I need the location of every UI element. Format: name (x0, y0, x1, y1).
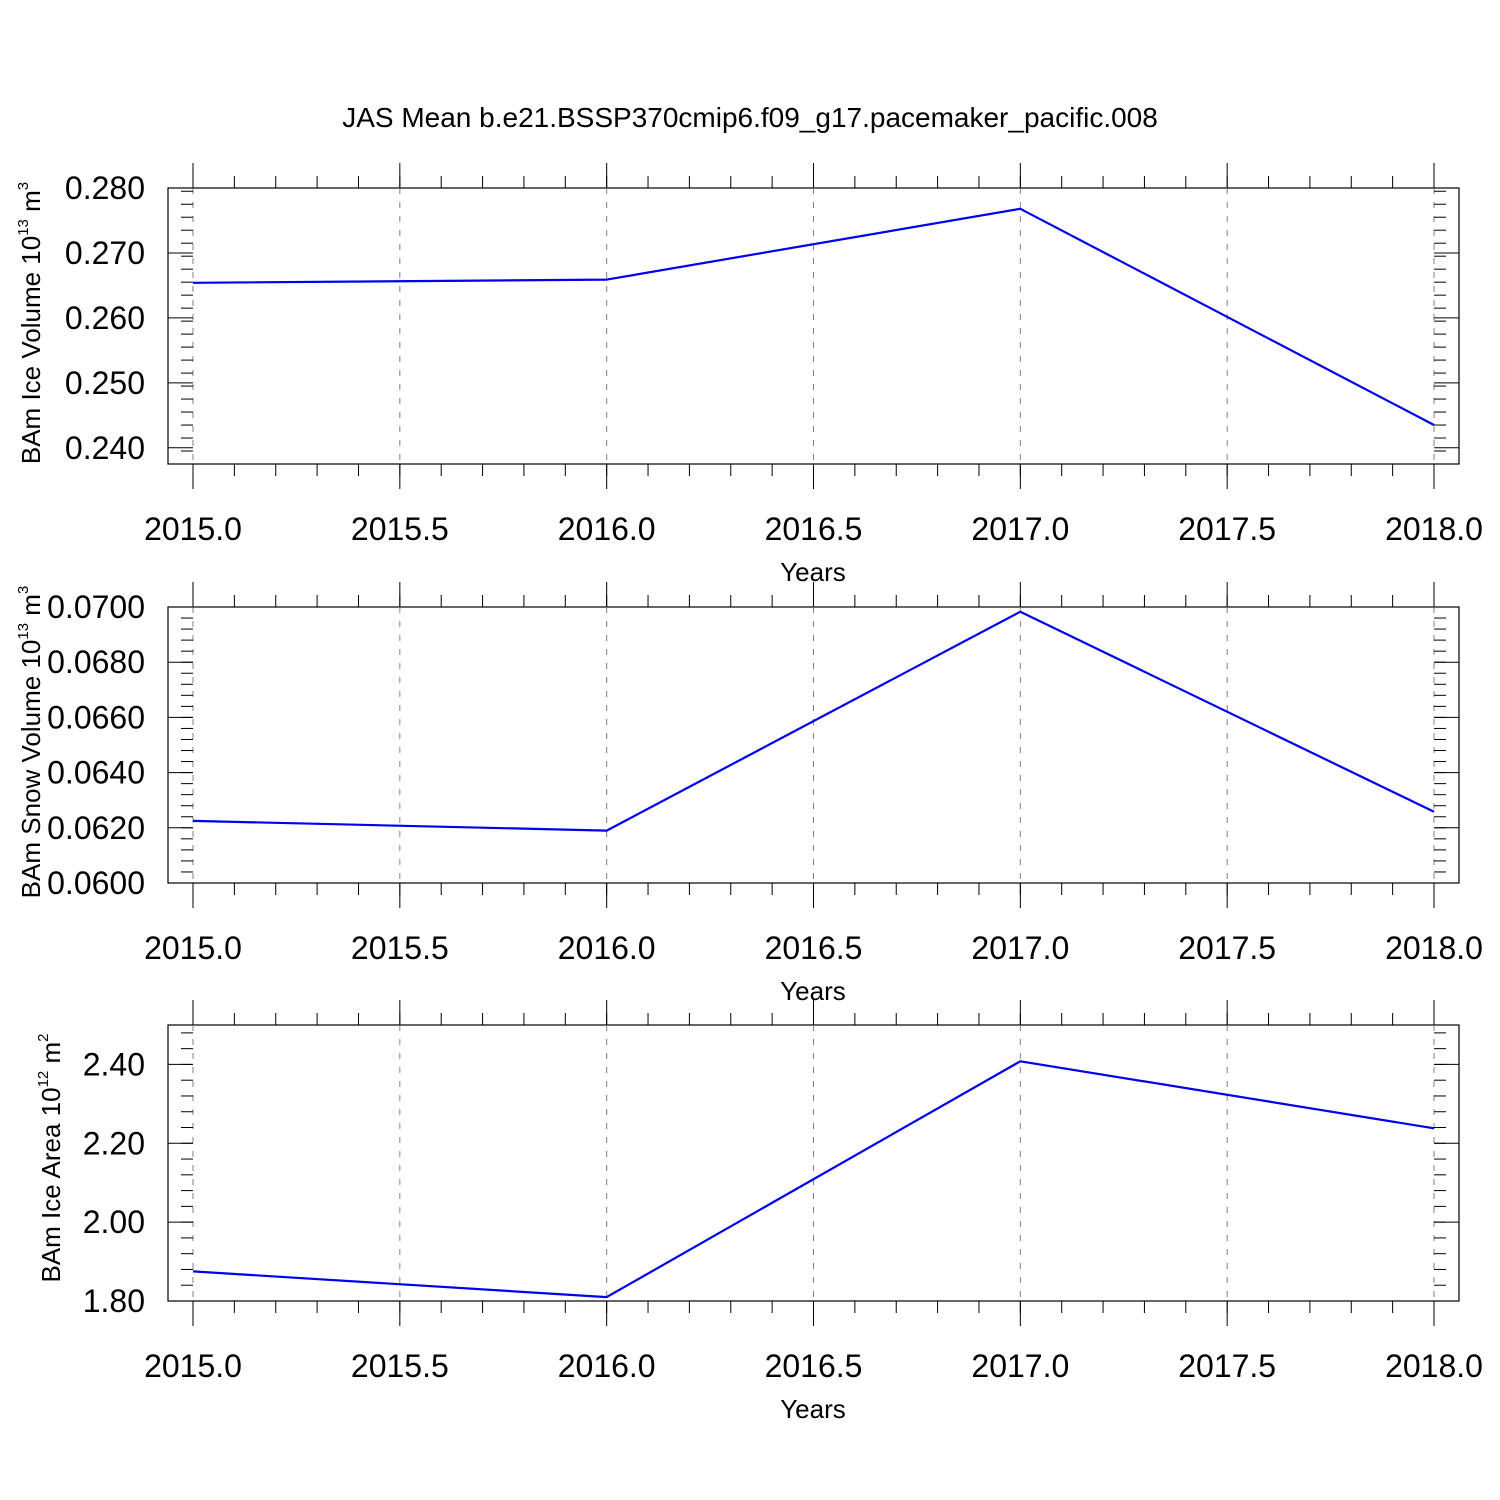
x-tick-label: 2017.0 (971, 511, 1069, 547)
chart-title: JAS Mean b.e21.BSSP370cmip6.f09_g17.pace… (342, 102, 1158, 133)
series-line (192, 1060, 1435, 1299)
x-tick-label: 2018.0 (1385, 1348, 1483, 1384)
x-tick-label: 2016.0 (558, 511, 656, 547)
plot-frame (167, 187, 1460, 465)
x-tick-label: 2015.5 (351, 511, 449, 547)
y-tick-label: 0.0640 (47, 755, 145, 791)
x-tick-label: 2016.5 (765, 1348, 863, 1384)
y-axis-label: BAm Snow Volume 1013 m3 (15, 586, 46, 899)
y-tick-label: 0.0620 (47, 810, 145, 846)
y-tick-label: 0.0680 (47, 644, 145, 680)
panel-3: 2015.0 2015.5 2016.0 2016.5 2017.0 2017.5 2018… (35, 1000, 1483, 1424)
y-tick-label: 1.80 (83, 1283, 145, 1319)
x-tick-label: 2017.5 (1178, 511, 1276, 547)
y-tick-label: 0.0660 (47, 699, 145, 735)
plot-frame (167, 606, 1460, 884)
x-tick-label: 2015.5 (351, 930, 449, 966)
series-line (192, 207, 1435, 426)
y-tick-label: 2.40 (83, 1046, 145, 1082)
y-tick-label: 0.240 (65, 430, 145, 466)
y-tick-label: 2.00 (83, 1204, 145, 1240)
y-tick-label: 2.20 (83, 1125, 145, 1161)
plot-frame (167, 1024, 1460, 1302)
x-tick-label: 2018.0 (1385, 930, 1483, 966)
x-tick-label: 2015.0 (144, 1348, 242, 1384)
panel-1: 2015.0 2015.5 2016.0 2016.5 2017.0 2017.5 2018… (15, 163, 1483, 587)
y-tick-label: 0.250 (65, 365, 145, 401)
panel-2: 2015.0 2015.5 2016.0 2016.5 2017.0 2017.5 2018… (15, 582, 1483, 1006)
y-tick-label: 0.260 (65, 300, 145, 336)
y-axis-label: BAm Ice Area 1012 m2 (35, 1033, 66, 1282)
y-axis-label: BAm Ice Volume 1013 m3 (15, 182, 46, 464)
x-tick-label: 2016.0 (558, 1348, 656, 1384)
x-tick-label: 2015.0 (144, 930, 242, 966)
x-tick-label: 2016.5 (765, 930, 863, 966)
series-line (192, 610, 1435, 832)
x-tick-label: 2017.5 (1178, 1348, 1276, 1384)
x-tick-label: 2017.0 (971, 1348, 1069, 1384)
x-tick-label: 2015.5 (351, 1348, 449, 1384)
y-tick-label: 0.0600 (47, 865, 145, 901)
x-tick-label: 2016.5 (765, 511, 863, 547)
x-tick-label: 2018.0 (1385, 511, 1483, 547)
y-tick-label: 0.0700 (47, 589, 145, 625)
x-axis-label: Years (780, 1394, 846, 1424)
x-tick-label: 2015.0 (144, 511, 242, 547)
x-tick-label: 2016.0 (558, 930, 656, 966)
y-tick-label: 0.270 (65, 235, 145, 271)
x-tick-label: 2017.5 (1178, 930, 1276, 966)
y-tick-label: 0.280 (65, 170, 145, 206)
x-tick-label: 2017.0 (971, 930, 1069, 966)
